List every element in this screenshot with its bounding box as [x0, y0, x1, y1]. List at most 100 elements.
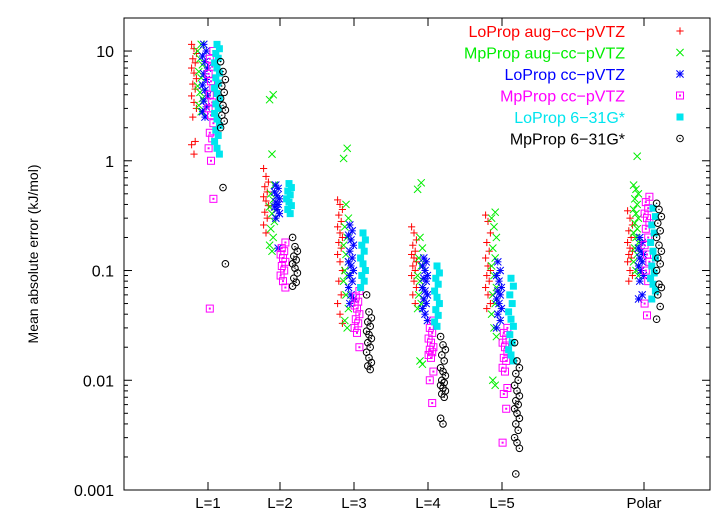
plot-frame — [123, 17, 711, 491]
data-point — [260, 164, 268, 173]
data-point — [285, 180, 293, 188]
data-point — [431, 318, 439, 326]
data-point — [656, 227, 665, 235]
data-point — [440, 357, 449, 365]
data-point — [506, 331, 514, 339]
series-marks — [204, 47, 654, 447]
y-tick-label: 0.01 — [83, 373, 114, 390]
data-point — [366, 365, 375, 374]
data-point — [436, 363, 445, 372]
data-point — [262, 229, 270, 237]
legend-marker — [676, 113, 684, 121]
data-point — [216, 123, 225, 132]
data-point — [260, 193, 268, 201]
data-point — [441, 345, 450, 354]
data-point — [193, 82, 202, 90]
data-point — [428, 399, 437, 408]
data-point — [269, 233, 278, 242]
data-point — [491, 299, 500, 308]
data-point — [488, 376, 497, 385]
data-point — [358, 272, 366, 280]
data-point — [432, 274, 440, 282]
data-point — [651, 213, 659, 221]
data-point — [416, 356, 424, 365]
data-point — [291, 242, 299, 251]
data-point — [353, 328, 361, 337]
data-point — [497, 304, 506, 313]
data-point — [632, 209, 640, 218]
data-point — [275, 209, 284, 218]
x-tick-label: L=3 — [341, 495, 366, 508]
data-point — [411, 247, 419, 255]
data-point — [512, 470, 520, 478]
y-tick-labels: 10 1 0.1 0.01 0.001 — [74, 44, 114, 500]
data-point — [487, 310, 496, 319]
x-tick-label: L=4 — [415, 495, 440, 508]
data-point — [641, 198, 650, 207]
data-point — [205, 90, 214, 99]
data-point — [647, 239, 655, 247]
data-point — [190, 69, 198, 77]
data-point — [635, 277, 644, 286]
data-point — [293, 247, 302, 255]
data-point — [337, 217, 345, 226]
legend-label: MpProp 6−31G* — [510, 132, 625, 149]
data-point — [215, 121, 223, 129]
data-point — [493, 310, 502, 319]
data-point — [288, 260, 297, 268]
data-point — [218, 82, 226, 90]
data-point — [219, 101, 227, 110]
data-point — [357, 254, 365, 262]
data-point — [344, 214, 353, 223]
data-point — [515, 444, 524, 453]
data-point — [336, 258, 344, 266]
data-point — [348, 277, 357, 286]
data-point — [439, 367, 447, 376]
data-point — [434, 311, 442, 319]
data-point — [649, 204, 657, 212]
data-point — [190, 150, 198, 158]
x-tick-label: Polar — [626, 495, 661, 508]
data-point — [490, 222, 498, 231]
data-point — [207, 156, 215, 165]
data-point — [425, 376, 434, 385]
data-point — [656, 260, 665, 268]
data-point — [410, 254, 418, 262]
data-point — [650, 229, 658, 237]
data-point — [492, 233, 501, 242]
data-point — [277, 261, 286, 270]
data-point — [508, 339, 516, 347]
legend-marker — [676, 27, 684, 35]
data-point — [656, 302, 665, 311]
data-point — [492, 271, 501, 280]
data-point — [629, 181, 638, 190]
data-point — [515, 363, 524, 372]
data-point — [215, 45, 223, 53]
data-point — [435, 269, 443, 277]
data-point — [512, 420, 520, 428]
data-point — [487, 214, 496, 223]
data-point — [268, 247, 276, 256]
data-point — [361, 236, 369, 244]
data-point — [213, 144, 221, 152]
data-point — [648, 295, 656, 303]
data-point — [441, 371, 450, 380]
data-marks — [188, 40, 666, 478]
data-point — [361, 267, 369, 275]
data-point — [643, 311, 651, 320]
data-point — [418, 244, 427, 253]
legend-label: MpProp aug−cc−pVTZ — [464, 46, 625, 63]
data-point — [421, 310, 429, 319]
data-point — [488, 244, 497, 253]
data-point — [508, 300, 516, 308]
data-point — [214, 104, 222, 112]
data-point — [484, 291, 492, 299]
data-point — [290, 274, 298, 283]
data-point — [648, 221, 656, 229]
data-point — [260, 221, 268, 229]
y-tick-label: 0.001 — [74, 483, 114, 500]
data-point — [410, 229, 418, 237]
data-point — [198, 52, 207, 61]
data-point — [213, 90, 221, 98]
